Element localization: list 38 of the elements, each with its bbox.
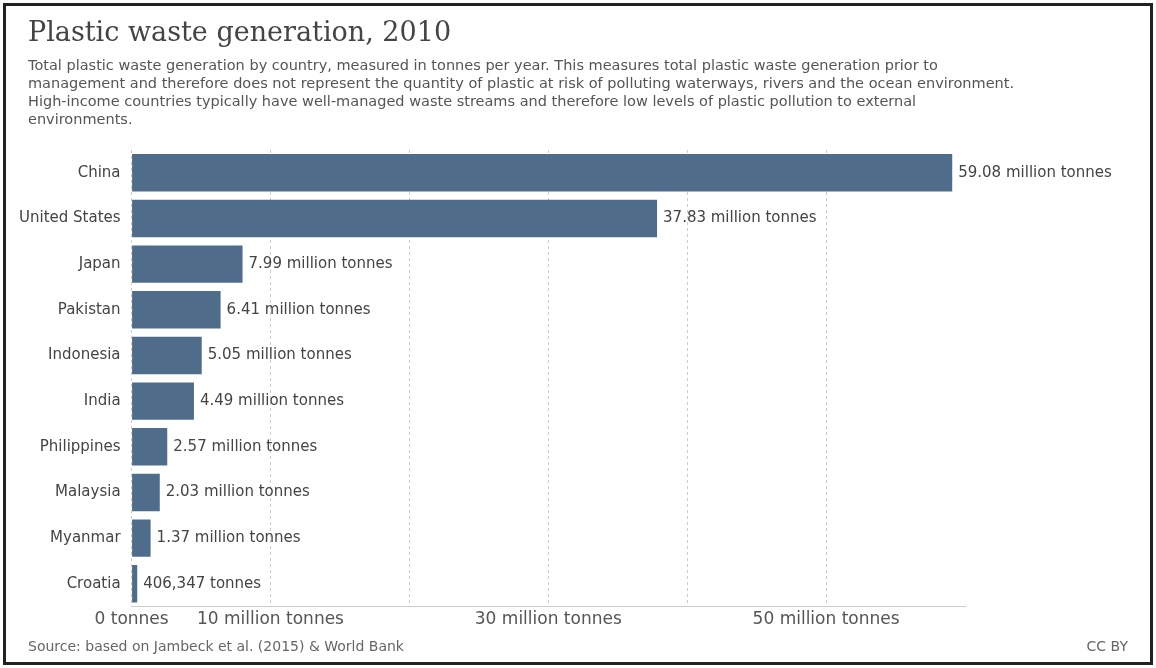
bar [132, 336, 202, 375]
data-label: 7.99 million tonnes [248, 254, 393, 273]
data-label: 2.03 million tonnes [165, 482, 310, 501]
data-label: 2.57 million tonnes [173, 436, 318, 455]
bar [132, 291, 221, 329]
x-tick-label: 0 tonnes [94, 608, 169, 629]
bar [132, 565, 138, 603]
source-note: Source: based on Jambeck et al. (2015) & World Bank [28, 638, 404, 654]
x-tick-label: 30 million tonnes [474, 608, 622, 629]
y-tick-label: Malaysia [55, 482, 121, 501]
bar [132, 428, 168, 466]
data-label: 6.41 million tonnes [226, 299, 371, 318]
data-label: 1.37 million tonnes [156, 528, 301, 546]
y-tick-label: China [77, 162, 121, 181]
y-tick-label: Indonesia [48, 345, 121, 364]
bar [132, 154, 953, 192]
data-label: 59.08 million tonnes [958, 162, 1112, 181]
y-tick-label: Croatia [66, 573, 121, 592]
data-label: 37.83 million tonnes [663, 208, 817, 227]
y-tick-label: United States [18, 208, 121, 227]
y-tick-label: Philippines [39, 436, 121, 455]
bar [132, 382, 194, 420]
data-label: 406,347 tonnes [143, 573, 262, 592]
y-tick-label: Myanmar [50, 528, 122, 546]
chart-subtitle: Total plastic waste generation by country, measured in tonnes per year. This measures total plastic waste generation prior to management and therefore does not represent the quantity of plastic at risk of polluting waterways, rivers and the ocean environment. High-income countries typically have well-managed waste streams and therefore low levels of plastic pollution to external environments. [28, 56, 1016, 128]
y-tick-label: India [83, 391, 121, 410]
bar [132, 519, 151, 557]
y-tick-label: Pakistan [57, 299, 121, 318]
chart-title: Plastic waste generation, 2010 [28, 16, 452, 47]
text: CC BY [1086, 638, 1128, 654]
data-label: 4.49 million tonnes [199, 391, 345, 410]
bar [132, 199, 658, 238]
bar [132, 245, 243, 283]
x-tick-label: 50 million tonnes [752, 608, 900, 629]
x-tick-label: 10 million tonnes [196, 608, 345, 629]
y-tick-label: Japan [77, 254, 121, 273]
bar [132, 473, 160, 512]
data-label: 5.05 million tonnes [207, 345, 352, 364]
